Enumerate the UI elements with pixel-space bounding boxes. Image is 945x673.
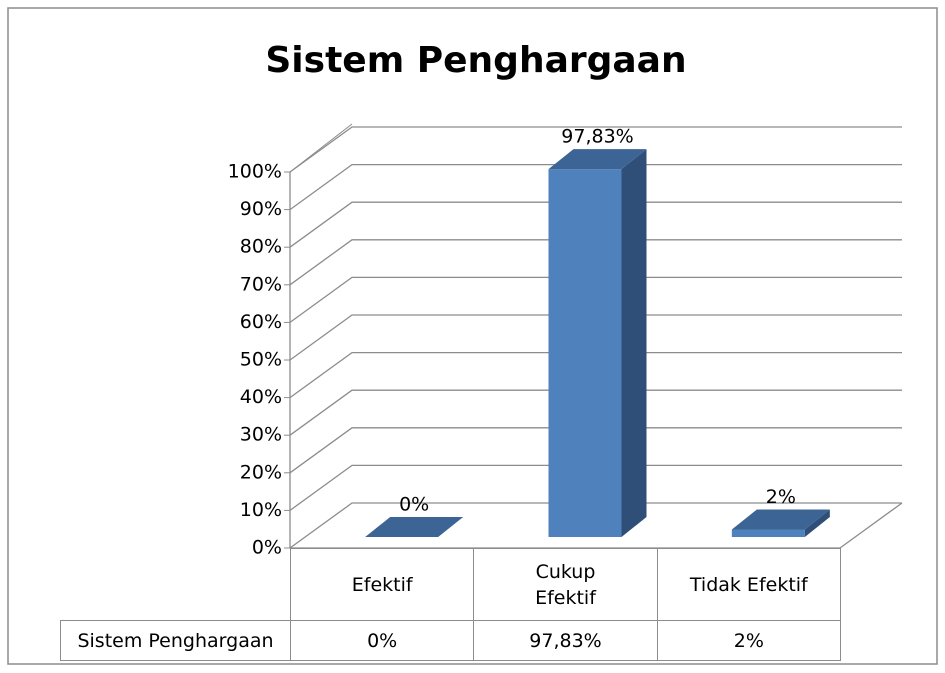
bar-front [731,529,805,537]
y-tick-label: 10% [240,499,282,521]
grid-line [289,276,902,323]
y-tick-label: 40% [240,386,282,408]
table-value-cell-text: 2% [733,629,764,652]
table-value-cell: 2% [656,620,841,661]
bar-top [365,517,464,537]
data-label: 0% [399,494,429,516]
chart-title: Sistem Penghargaan [265,40,686,81]
bar-top [548,149,647,170]
table-value-cell: 0% [290,620,475,661]
table-value-cell-text: 0% [367,629,398,652]
chart-border [7,7,938,665]
y-tick-label: 60% [240,311,282,333]
category-cell: Cukup Efektif [473,548,658,621]
bar-side [804,509,830,537]
grid-line [289,464,902,511]
grid-line [289,163,902,211]
series-name-cell: Sistem Penghargaan [60,620,291,661]
grid-line [289,351,902,399]
y-tick-label: 70% [240,273,282,295]
grid-line [289,314,902,361]
data-label: 97,83% [561,126,633,148]
bar [548,149,647,538]
y-tick-label: 30% [240,424,282,446]
table-value-cell: 97,83% [473,620,658,661]
bar-front [548,169,622,538]
y-tick-label: 0% [252,537,282,559]
bar-top [731,509,830,530]
grid-line [289,502,902,549]
y-tick-label: 20% [240,461,282,483]
bar [365,517,464,537]
y-tick-label: 100% [228,161,282,183]
table-value-cell-text: 97,83% [529,629,602,652]
bar-side [621,149,647,538]
data-label: 2% [766,486,796,508]
grid-line [289,389,902,436]
y-tick-label: 50% [240,349,282,371]
grid-line [289,126,902,173]
category-cell-text: Tidak Efektif [689,573,808,596]
y-tick-label: 80% [240,236,282,258]
grid-line [289,201,902,248]
series-name-cell-text: Sistem Penghargaan [77,629,274,652]
category-cell-text: Efektif [351,573,413,596]
category-cell: Efektif [290,548,475,621]
category-cell-text: Cukup Efektif [535,560,596,609]
category-cell: Tidak Efektif [656,548,841,621]
bar [731,509,830,537]
grid-line [289,239,902,286]
grid-line [289,427,902,474]
y-tick-label: 90% [240,198,282,220]
